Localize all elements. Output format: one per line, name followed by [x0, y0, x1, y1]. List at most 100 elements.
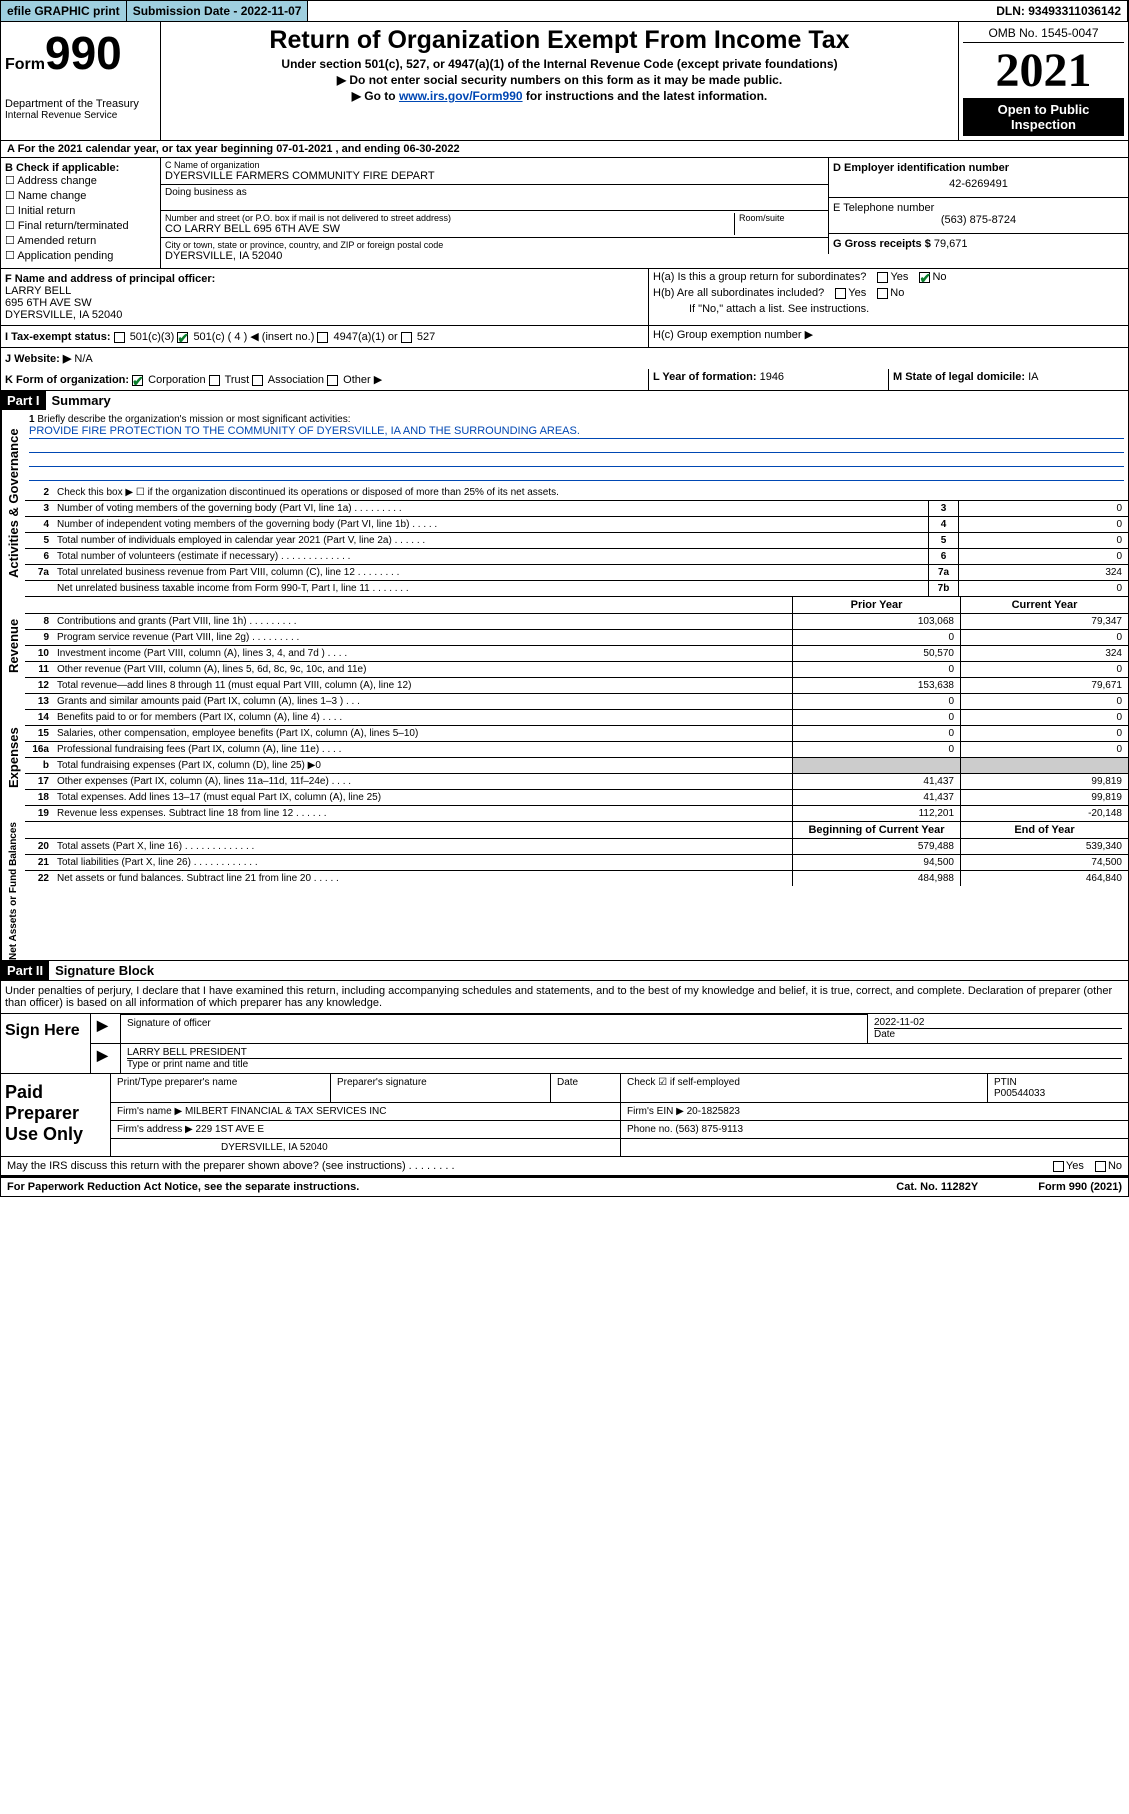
website-value: N/A: [74, 353, 92, 365]
cb-trust[interactable]: [209, 375, 220, 386]
firm-phone-label: Phone no.: [627, 1124, 673, 1135]
irs-link[interactable]: www.irs.gov/Form990: [399, 89, 523, 103]
prep-date-label: Date: [551, 1074, 621, 1102]
cb-app-pending[interactable]: ☐ Application pending: [5, 249, 156, 262]
line-20: Total assets (Part X, line 16) . . . . .…: [53, 839, 792, 854]
paid-preparer-block: Paid Preparer Use Only Print/Type prepar…: [0, 1074, 1129, 1157]
hb-yes[interactable]: [835, 288, 846, 299]
irs-discuss-row: May the IRS discuss this return with the…: [0, 1157, 1129, 1176]
mission-label: Briefly describe the organization's miss…: [37, 414, 350, 425]
line-2: Check this box ▶ ☐ if the organization d…: [53, 485, 1128, 500]
line-12-prior: 153,638: [792, 678, 960, 693]
form-990-label: Form990: [5, 26, 156, 80]
line-11-current: 0: [960, 662, 1128, 677]
cb-address-change[interactable]: ☐ Address change: [5, 174, 156, 187]
arrow-icon: ▶: [97, 1047, 108, 1063]
org-name: DYERSVILLE FARMERS COMMUNITY FIRE DEPART: [165, 170, 824, 182]
hb-label: H(b) Are all subordinates included?: [653, 287, 824, 299]
line-12: Total revenue—add lines 8 through 11 (mu…: [53, 678, 792, 693]
current-year-header: Current Year: [960, 597, 1128, 613]
website-label: J Website: ▶: [5, 353, 71, 365]
cb-4947[interactable]: [317, 332, 328, 343]
line-21-current: 74,500: [960, 855, 1128, 870]
prep-name-label: Print/Type preparer's name: [111, 1074, 331, 1102]
irs-discuss-yes[interactable]: [1053, 1161, 1064, 1172]
line-18-current: 99,819: [960, 790, 1128, 805]
prep-sig-label: Preparer's signature: [331, 1074, 551, 1102]
cb-501c[interactable]: [177, 332, 188, 343]
firm-name-label: Firm's name ▶: [117, 1106, 182, 1117]
tax-year: 2021: [963, 43, 1124, 98]
line-9: Program service revenue (Part VIII, line…: [53, 630, 792, 645]
cb-name-change[interactable]: ☐ Name change: [5, 189, 156, 202]
cb-527[interactable]: [401, 332, 412, 343]
ein-label: D Employer identification number: [833, 162, 1124, 174]
line-15: Salaries, other compensation, employee b…: [53, 726, 792, 741]
sign-here-block: Sign Here ▶ Signature of officer 2022-11…: [0, 1014, 1129, 1074]
line-10-current: 324: [960, 646, 1128, 661]
ein-value: 42-6269491: [833, 174, 1124, 190]
omb-number: OMB No. 1545-0047: [963, 26, 1124, 43]
firm-phone: (563) 875-9113: [675, 1124, 743, 1135]
hb-no[interactable]: [877, 288, 888, 299]
line-13-prior: 0: [792, 694, 960, 709]
paid-preparer-label: Paid Preparer Use Only: [1, 1074, 111, 1156]
form-header: Form990 Department of the Treasury Inter…: [0, 22, 1129, 141]
phone-label: E Telephone number: [833, 202, 1124, 214]
part2-title: Signature Block: [49, 961, 160, 980]
part-2: Part IISignature Block: [0, 961, 1129, 981]
part1-header: Part I: [1, 391, 46, 410]
instr-ssn: ▶ Do not enter social security numbers o…: [169, 73, 950, 87]
cb-assoc[interactable]: [252, 375, 263, 386]
line-14-prior: 0: [792, 710, 960, 725]
beginning-year-header: Beginning of Current Year: [792, 822, 960, 838]
line-9-prior: 0: [792, 630, 960, 645]
vtab-revenue: Revenue: [1, 597, 25, 694]
cb-initial-return[interactable]: ☐ Initial return: [5, 204, 156, 217]
line-16a: Professional fundraising fees (Part IX, …: [53, 742, 792, 757]
part1-title: Summary: [46, 391, 117, 410]
cb-amended[interactable]: ☐ Amended return: [5, 234, 156, 247]
line-22-current: 464,840: [960, 871, 1128, 886]
sig-date: 2022-11-02: [874, 1017, 1122, 1028]
line-15-current: 0: [960, 726, 1128, 741]
cb-corp[interactable]: [132, 375, 143, 386]
dba-label: Doing business as: [165, 187, 824, 198]
line-7a: Total unrelated business revenue from Pa…: [53, 565, 928, 580]
vtab-governance: Activities & Governance: [1, 410, 25, 597]
line-4: Number of independent voting members of …: [53, 517, 928, 532]
firm-addr-label: Firm's address ▶: [117, 1124, 193, 1135]
line-6: Total number of volunteers (estimate if …: [53, 549, 928, 564]
officer-addr1: 695 6TH AVE SW: [5, 297, 644, 309]
officer-addr2: DYERSVILLE, IA 52040: [5, 309, 644, 321]
ha-no[interactable]: [919, 272, 930, 283]
self-employed-check[interactable]: Check ☑ if self-employed: [627, 1077, 740, 1088]
cb-final-return[interactable]: ☐ Final return/terminated: [5, 219, 156, 232]
dln-text: DLN: 93493311036142: [990, 1, 1128, 21]
phone-value: (563) 875-8724: [833, 214, 1124, 226]
line-8-prior: 103,068: [792, 614, 960, 629]
line-15-prior: 0: [792, 726, 960, 741]
ha-yes[interactable]: [877, 272, 888, 283]
officer-group-row: F Name and address of principal officer:…: [0, 269, 1129, 326]
street-label: Number and street (or P.O. box if mail i…: [165, 213, 734, 223]
tax-year-line: A For the 2021 calendar year, or tax yea…: [0, 141, 1129, 158]
line-16a-current: 0: [960, 742, 1128, 757]
sign-here-label: Sign Here: [1, 1014, 91, 1073]
firm-ein: 20-1825823: [687, 1106, 740, 1117]
line-19-current: -20,148: [960, 806, 1128, 821]
line-17-current: 99,819: [960, 774, 1128, 789]
line-6-value: 0: [958, 549, 1128, 564]
cb-501c3[interactable]: [114, 332, 125, 343]
type-name-label: Type or print name and title: [127, 1058, 1122, 1070]
gross-receipts-value: 79,671: [934, 238, 968, 250]
firm-addr2: DYERSVILLE, IA 52040: [111, 1139, 621, 1156]
line-11-prior: 0: [792, 662, 960, 677]
efile-button[interactable]: efile GRAPHIC print: [1, 1, 127, 21]
instr-link: ▶ Go to www.irs.gov/Form990 for instruct…: [169, 89, 950, 103]
end-year-header: End of Year: [960, 822, 1128, 838]
submission-date-button[interactable]: Submission Date - 2022-11-07: [127, 1, 309, 21]
gross-receipts-label: G Gross receipts $: [833, 238, 931, 250]
cb-other[interactable]: [327, 375, 338, 386]
irs-discuss-no[interactable]: [1095, 1161, 1106, 1172]
